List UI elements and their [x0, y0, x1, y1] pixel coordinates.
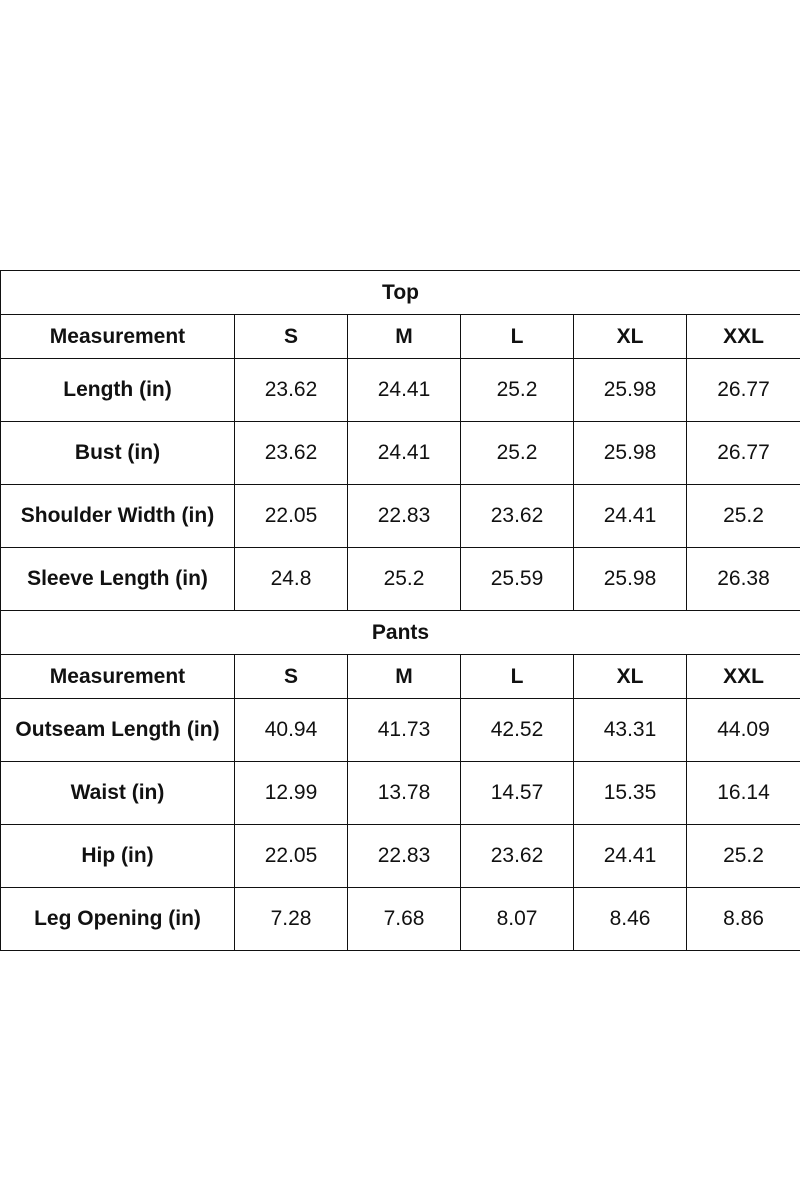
row-label: Leg Opening (in) [0, 887, 235, 951]
size-value: 25.2 [460, 358, 574, 422]
row-label: Bust (in) [0, 421, 235, 485]
size-value: 22.83 [347, 484, 461, 548]
data-row: Waist (in) 12.99 13.78 14.57 15.35 16.14 [0, 761, 800, 825]
data-row: Length (in) 23.62 24.41 25.2 25.98 26.77 [0, 358, 800, 422]
size-value: 43.31 [573, 698, 687, 762]
size-value: 25.59 [460, 547, 574, 611]
row-label: Hip (in) [0, 824, 235, 888]
section-title: Top [0, 270, 800, 315]
size-value: 26.77 [685, 358, 800, 422]
size-value: 25.2 [347, 547, 461, 611]
header-row: Measurement S M L XL XXL [0, 654, 800, 699]
size-chart: Top Measurement S M L XL XXL Length (in) 23.62 24… [0, 270, 800, 951]
section-title-row: Top [0, 270, 800, 315]
data-row: Leg Opening (in) 7.28 7.68 8.07 8.46 8.86 [0, 887, 800, 951]
data-row: Outseam Length (in) 40.94 41.73 42.52 43.31 4… [0, 698, 800, 762]
size-value: 8.07 [460, 887, 574, 951]
size-value: 8.86 [685, 887, 800, 951]
header-cell: M [347, 314, 461, 359]
row-label: Length (in) [0, 358, 235, 422]
header-cell: XXL [685, 314, 800, 359]
size-value: 42.52 [460, 698, 574, 762]
size-value: 7.68 [347, 887, 461, 951]
size-value: 24.41 [347, 421, 461, 485]
header-cell: XL [573, 314, 687, 359]
size-value: 25.2 [685, 824, 800, 888]
size-value: 24.41 [573, 484, 687, 548]
size-table: Top Measurement S M L XL XXL Length (in) 23.62 24… [0, 270, 800, 951]
header-cell: Measurement [0, 654, 235, 699]
section-title-row: Pants [0, 610, 800, 655]
size-value: 25.98 [573, 421, 687, 485]
section-title: Pants [0, 610, 800, 655]
size-value: 16.14 [685, 761, 800, 825]
size-value: 22.05 [234, 824, 348, 888]
size-value: 14.57 [460, 761, 574, 825]
size-value: 22.05 [234, 484, 348, 548]
row-label: Shoulder Width (in) [0, 484, 235, 548]
size-value: 23.62 [234, 421, 348, 485]
size-value: 44.09 [685, 698, 800, 762]
table-body: Top Measurement S M L XL XXL Length (in) 23.62 24… [0, 270, 800, 951]
row-label: Sleeve Length (in) [0, 547, 235, 611]
size-value: 13.78 [347, 761, 461, 825]
header-cell: L [460, 314, 574, 359]
size-value: 7.28 [234, 887, 348, 951]
size-value: 8.46 [573, 887, 687, 951]
data-row: Hip (in) 22.05 22.83 23.62 24.41 25.2 [0, 824, 800, 888]
size-value: 24.41 [347, 358, 461, 422]
size-value: 12.99 [234, 761, 348, 825]
header-cell: Measurement [0, 314, 235, 359]
size-value: 23.62 [460, 824, 574, 888]
size-value: 15.35 [573, 761, 687, 825]
size-value: 24.8 [234, 547, 348, 611]
row-label: Outseam Length (in) [0, 698, 235, 762]
header-cell: XL [573, 654, 687, 699]
size-value: 25.2 [460, 421, 574, 485]
header-cell: S [234, 654, 348, 699]
header-cell: M [347, 654, 461, 699]
size-value: 40.94 [234, 698, 348, 762]
size-value: 25.98 [573, 358, 687, 422]
size-value: 23.62 [460, 484, 574, 548]
header-cell: S [234, 314, 348, 359]
data-row: Bust (in) 23.62 24.41 25.2 25.98 26.77 [0, 421, 800, 485]
header-cell: L [460, 654, 574, 699]
size-value: 22.83 [347, 824, 461, 888]
header-cell: XXL [685, 654, 800, 699]
size-value: 41.73 [347, 698, 461, 762]
data-row: Sleeve Length (in) 24.8 25.2 25.59 25.98 26.3… [0, 547, 800, 611]
data-row: Shoulder Width (in) 22.05 22.83 23.62 24.41 2… [0, 484, 800, 548]
size-value: 25.98 [573, 547, 687, 611]
row-label: Waist (in) [0, 761, 235, 825]
size-value: 25.2 [685, 484, 800, 548]
size-value: 26.77 [685, 421, 800, 485]
header-row: Measurement S M L XL XXL [0, 314, 800, 359]
size-value: 23.62 [234, 358, 348, 422]
size-value: 26.38 [685, 547, 800, 611]
size-value: 24.41 [573, 824, 687, 888]
